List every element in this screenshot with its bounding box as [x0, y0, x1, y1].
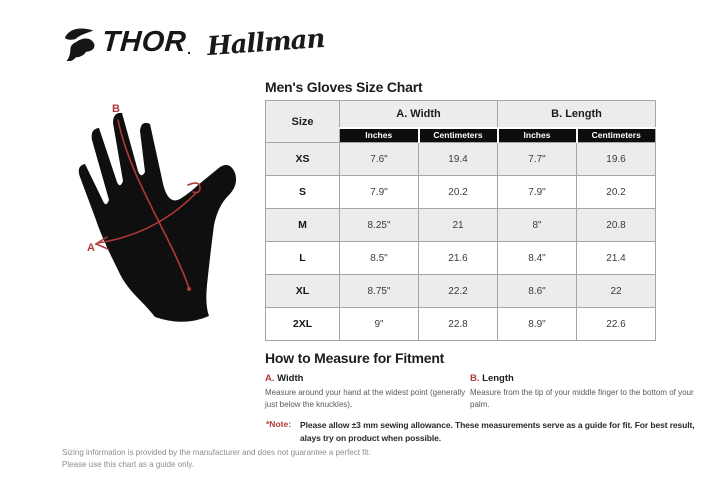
size-cell: XS — [265, 142, 340, 176]
length-inches-cell: 7.7" — [497, 142, 577, 176]
manufacturer-disclaimer: Sizing information is provided by the ma… — [62, 447, 371, 472]
hand-measurement-diagram: B A — [58, 84, 263, 336]
width-inches-cell: 8.75" — [339, 274, 419, 308]
width-inches-header: Inches — [339, 126, 419, 143]
measure-width-word: Width — [277, 373, 304, 384]
measure-length-instructions: Measure from the tip of your middle fing… — [470, 388, 694, 409]
measure-length-word: Length — [482, 373, 514, 384]
length-inches-cell: 8.6" — [497, 274, 577, 308]
size-column-header: Size — [265, 100, 340, 143]
table-row-l: L 8.5" 21.6 8.4" 21.4 — [265, 241, 656, 275]
width-inches-cell: 9" — [339, 307, 419, 341]
hallman-wordmark: Hallman — [206, 23, 326, 62]
width-centimeters-cell: 19.4 — [418, 142, 498, 176]
width-centimeters-cell: 21 — [418, 208, 498, 242]
how-to-measure-title: How to Measure for Fitment — [265, 350, 445, 366]
sewing-allowance-note: *Note: Please allow ±3 mm sewing allowan… — [266, 419, 706, 445]
length-centimeters-cell: 20.8 — [576, 208, 656, 242]
size-cell: M — [265, 208, 340, 242]
width-inches-cell: 7.6" — [339, 142, 419, 176]
table-row-xl: XL 8.75" 22.2 8.6" 22 — [265, 274, 656, 308]
thor-helmet-icon — [64, 28, 95, 61]
table-row-xs: XS 7.6" 19.4 7.7" 19.6 — [265, 142, 656, 176]
width-line-left-arrowhead — [94, 236, 109, 250]
width-centimeters-cell: 22.8 — [418, 307, 498, 341]
table-row-s: S 7.9" 20.2 7.9" 20.2 — [265, 175, 656, 209]
length-inches-cell: 8" — [497, 208, 577, 242]
measure-width-letter: A. — [265, 373, 275, 384]
diagram-label-a: A — [87, 242, 95, 254]
length-inches-cell: 8.9" — [497, 307, 577, 341]
length-centimeters-cell: 20.2 — [576, 175, 656, 209]
thor-wordmark-period: . — [187, 41, 192, 57]
width-centimeters-cell: 20.2 — [418, 175, 498, 209]
note-label: *Note: — [266, 419, 292, 429]
length-inches-cell: 8.4" — [497, 241, 577, 275]
width-centimeters-header: Centimeters — [417, 126, 498, 143]
note-text: Please allow ±3 mm sewing allowance. The… — [300, 420, 695, 444]
size-cell: L — [265, 241, 340, 275]
length-inches-header: Inches — [496, 126, 577, 143]
measure-length-letter: B. — [470, 373, 480, 384]
hand-diagram-svg: B A — [78, 103, 237, 322]
measure-length-section: B. Length Measure from the tip of your m… — [470, 373, 708, 411]
thor-wordmark: THOR — [100, 26, 188, 58]
length-centimeters-cell: 22 — [576, 274, 656, 308]
width-column-header: A. Width — [339, 100, 498, 128]
measure-width-instructions: Measure around your hand at the widest p… — [265, 388, 466, 409]
measure-width-section: A. Width Measure around your hand at the… — [265, 373, 467, 411]
table-header-row: Size A. Width B. Length — [265, 100, 656, 143]
length-line-end-dot — [187, 287, 191, 291]
width-centimeters-cell: 22.2 — [418, 274, 498, 308]
length-centimeters-cell: 21.4 — [576, 241, 656, 275]
disclaimer-line-2: Please use this chart as a guide only. — [62, 460, 194, 470]
width-centimeters-cell: 21.6 — [418, 241, 498, 275]
width-inches-cell: 8.5" — [339, 241, 419, 275]
disclaimer-line-1: Sizing information is provided by the ma… — [62, 448, 371, 457]
length-inches-cell: 7.9" — [497, 175, 577, 209]
size-cell: S — [265, 175, 340, 209]
length-measure-line-b — [117, 119, 190, 289]
measure-length-subheading: B. Length — [470, 373, 708, 384]
length-column-header: B. Length — [497, 100, 656, 128]
size-cell: XL — [265, 274, 340, 308]
size-table: Size A. Width B. Length Inches Centimete… — [265, 100, 656, 341]
measure-width-subheading: A. Width — [265, 373, 467, 384]
width-measure-line-a — [97, 192, 197, 244]
table-row-m: M 8.25" 21 8" 20.8 — [265, 208, 656, 242]
width-line-right-arrowhead — [187, 182, 201, 194]
width-inches-cell: 7.9" — [339, 175, 419, 209]
length-centimeters-cell: 19.6 — [576, 142, 656, 176]
size-cell: 2XL — [265, 307, 340, 341]
length-centimeters-cell: 22.6 — [576, 307, 656, 341]
size-chart-title: Men's Gloves Size Chart — [265, 79, 423, 95]
brand-logos: THOR . Hallman — [62, 23, 326, 62]
width-inches-cell: 8.25" — [339, 208, 419, 242]
table-row-2xl: 2XL 9" 22.8 8.9" 22.6 — [265, 307, 656, 341]
diagram-label-b: B — [112, 103, 120, 115]
length-centimeters-header: Centimeters — [575, 126, 656, 143]
